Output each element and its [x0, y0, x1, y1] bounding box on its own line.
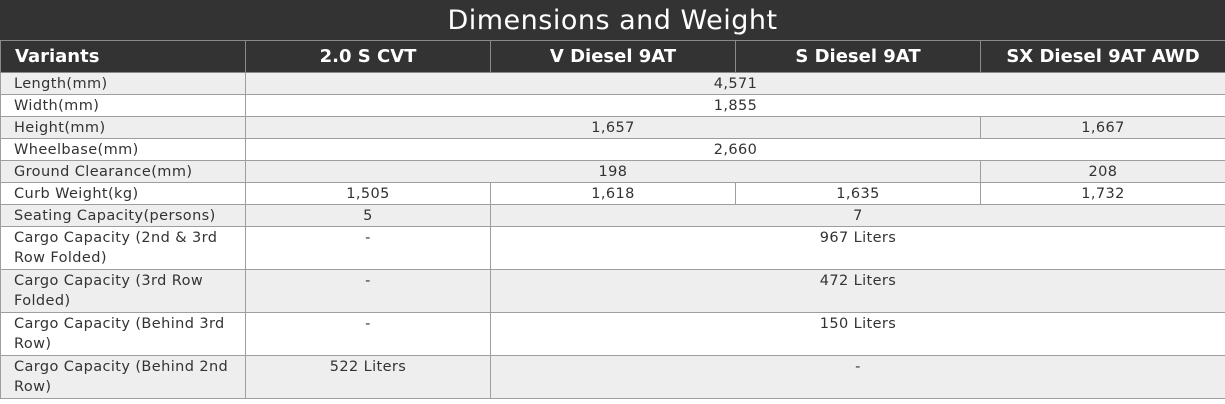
table-row: Cargo Capacity (Behind 2nd Row) 522 Lite… [0, 355, 1225, 399]
header-variants: Variants [0, 40, 246, 73]
row-label: Cargo Capacity (2nd & 3rd Row Folded) [0, 226, 246, 270]
cell-value: 472 Liters [490, 269, 1225, 313]
row-label: Cargo Capacity (3rd Row Folded) [0, 269, 246, 313]
spec-table: Variants 2.0 S CVT V Diesel 9AT S Diesel… [0, 40, 1225, 399]
table-row: Cargo Capacity (2nd & 3rd Row Folded) - … [0, 226, 1225, 270]
table-row: Width(mm) 1,855 [0, 94, 1225, 117]
row-label: Cargo Capacity (Behind 2nd Row) [0, 355, 246, 399]
cell-value: 967 Liters [490, 226, 1225, 270]
cell-value: - [245, 312, 491, 356]
row-label: Ground Clearance(mm) [0, 160, 246, 183]
table-row: Length(mm) 4,571 [0, 72, 1225, 95]
table-title: Dimensions and Weight [0, 0, 1225, 40]
header-2-0-s-cvt: 2.0 S CVT [245, 40, 491, 73]
header-sx-diesel-9at-awd: SX Diesel 9AT AWD [980, 40, 1225, 73]
cell-value: 5 [245, 204, 491, 227]
table-row: Cargo Capacity (Behind 3rd Row) - 150 Li… [0, 312, 1225, 356]
cell-value: 1,618 [490, 182, 736, 205]
cell-value: 7 [490, 204, 1225, 227]
cell-value: 1,667 [980, 116, 1225, 139]
table-row: Wheelbase(mm) 2,660 [0, 138, 1225, 161]
cell-value: - [490, 355, 1225, 399]
row-label: Seating Capacity(persons) [0, 204, 246, 227]
cell-value: 522 Liters [245, 355, 491, 399]
row-label: Curb Weight(kg) [0, 182, 246, 205]
cell-value: 208 [980, 160, 1225, 183]
cell-value: 1,657 [245, 116, 981, 139]
row-label: Height(mm) [0, 116, 246, 139]
cell-value: 1,732 [980, 182, 1225, 205]
cell-value: 2,660 [245, 138, 1225, 161]
table-row: Height(mm) 1,657 1,667 [0, 116, 1225, 139]
cell-value: - [245, 269, 491, 313]
table-row: Cargo Capacity (3rd Row Folded) - 472 Li… [0, 269, 1225, 313]
row-label: Wheelbase(mm) [0, 138, 246, 161]
table-row: Ground Clearance(mm) 198 208 [0, 160, 1225, 183]
cell-value: 1,635 [735, 182, 981, 205]
cell-value: 1,505 [245, 182, 491, 205]
header-s-diesel-9at: S Diesel 9AT [735, 40, 981, 73]
cell-value: 198 [245, 160, 981, 183]
header-row: Variants 2.0 S CVT V Diesel 9AT S Diesel… [0, 40, 1225, 73]
row-label: Width(mm) [0, 94, 246, 117]
cell-value: 1,855 [245, 94, 1225, 117]
table-row: Curb Weight(kg) 1,505 1,618 1,635 1,732 [0, 182, 1225, 205]
row-label: Cargo Capacity (Behind 3rd Row) [0, 312, 246, 356]
table-row: Seating Capacity(persons) 5 7 [0, 204, 1225, 227]
cell-value: 150 Liters [490, 312, 1225, 356]
cell-value: 4,571 [245, 72, 1225, 95]
row-label: Length(mm) [0, 72, 246, 95]
header-v-diesel-9at: V Diesel 9AT [490, 40, 736, 73]
cell-value: - [245, 226, 491, 270]
